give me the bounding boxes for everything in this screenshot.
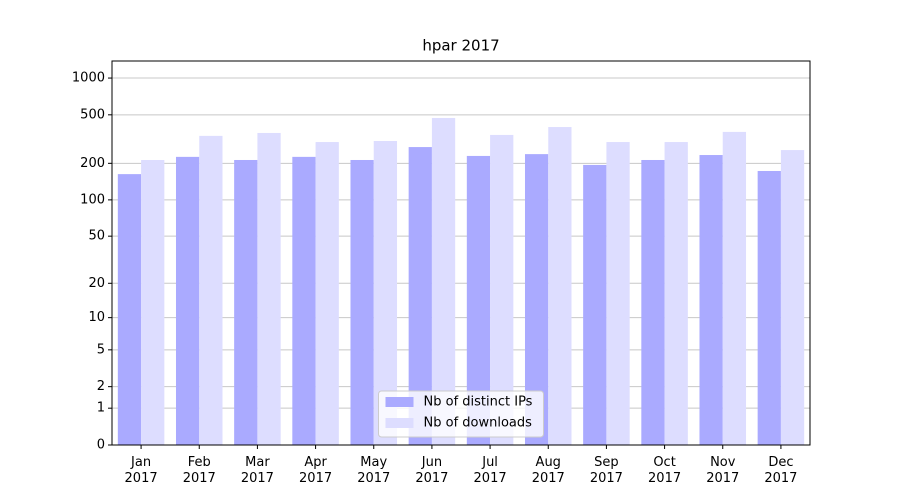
- y-tick-label: 0: [97, 438, 105, 453]
- x-tick-label: Oct 2017: [648, 455, 681, 486]
- bar: [641, 159, 665, 446]
- chart-title: hpar 2017: [422, 37, 499, 55]
- legend-swatch: [385, 397, 414, 407]
- bar: [699, 155, 723, 445]
- bar: [606, 142, 630, 445]
- bar: [431, 117, 456, 445]
- legend-label: Nb of downloads: [424, 416, 533, 431]
- axes-frame: [111, 60, 811, 446]
- y-tick-label: 100: [80, 192, 105, 207]
- bar: [780, 150, 805, 445]
- bar: [234, 159, 258, 446]
- x-tick-label: Jan 2017: [125, 455, 158, 486]
- legend-box: [378, 390, 544, 438]
- bar: [117, 174, 142, 445]
- bar: [583, 164, 607, 445]
- x-tick-label: Nov 2017: [706, 455, 739, 486]
- bar: [199, 135, 223, 446]
- y-tick-label: 500: [80, 107, 105, 122]
- y-tick-label: 1: [97, 401, 105, 416]
- bar: [524, 154, 549, 446]
- bar: [408, 147, 432, 445]
- bar: [490, 134, 514, 446]
- x-tick-label: Jul 2017: [474, 455, 507, 486]
- y-tick-label: 2: [97, 379, 105, 394]
- y-tick-label: 5: [97, 342, 105, 357]
- x-tick-label: Feb 2017: [183, 455, 216, 486]
- y-tick-label: 20: [88, 276, 105, 291]
- y-tick-label: 1000: [72, 71, 105, 86]
- bar: [141, 159, 165, 446]
- x-tick-label: Jun 2017: [415, 455, 448, 486]
- x-tick-label: May 2017: [357, 455, 390, 486]
- x-tick-label: Apr 2017: [299, 455, 332, 486]
- bar: [722, 131, 747, 445]
- bar: [292, 156, 316, 445]
- y-tick-label: 50: [88, 229, 105, 244]
- x-tick-label: Dec 2017: [764, 455, 797, 486]
- x-tick-label: Mar 2017: [241, 455, 274, 486]
- bar: [373, 141, 398, 445]
- bar: [466, 155, 491, 446]
- bar: [350, 159, 374, 446]
- x-tick-label: Sep 2017: [590, 455, 623, 486]
- bar: [664, 142, 688, 445]
- legend-swatch: [385, 418, 414, 428]
- bar: [315, 142, 339, 445]
- x-tick-label: Aug 2017: [532, 455, 565, 486]
- bar: [257, 132, 281, 445]
- y-tick-label: 200: [80, 156, 105, 171]
- bar: [757, 170, 781, 446]
- legend-label: Nb of distinct IPs: [424, 395, 533, 410]
- y-tick-label: 10: [88, 310, 105, 325]
- bar: [175, 156, 200, 445]
- bar: [548, 127, 572, 445]
